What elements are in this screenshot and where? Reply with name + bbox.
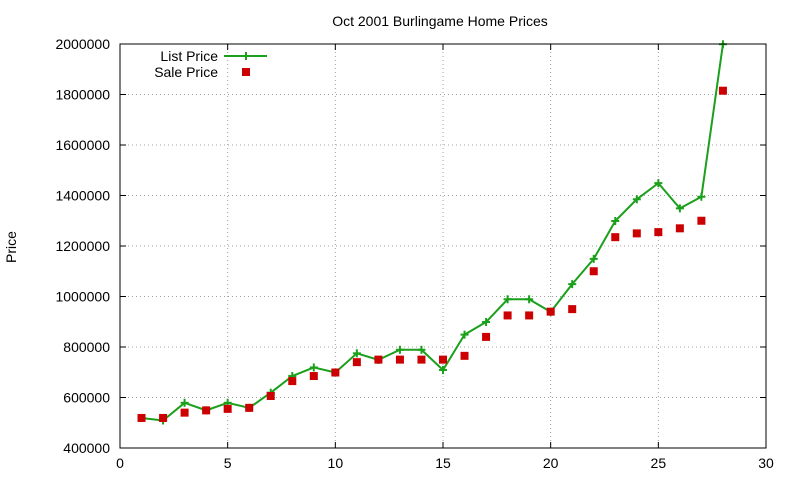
y-tick-label: 1600000 <box>55 137 110 153</box>
sale-price-point <box>568 305 577 314</box>
list-price-point <box>309 363 318 372</box>
y-tick-label: 2000000 <box>55 36 110 52</box>
sale-price-point <box>589 267 598 276</box>
list-price-point <box>460 330 469 339</box>
list-price-point <box>417 345 426 354</box>
sale-price-point <box>632 229 641 238</box>
sale-price-point <box>525 311 534 320</box>
plot-border <box>119 43 767 449</box>
y-tick-label: 1400000 <box>55 188 110 204</box>
sale-price-point <box>654 228 663 237</box>
y-tick-label: 1800000 <box>55 87 110 103</box>
sale-price-point <box>439 355 447 364</box>
x-tick-label: 30 <box>758 455 774 471</box>
legend-label: List Price <box>160 48 218 64</box>
y-tick-labels: 400000 600000 800000 1000000 1200000 1400000 1… <box>55 36 110 456</box>
sale-price-point <box>159 413 168 422</box>
y-tick-label: 800000 <box>63 339 110 355</box>
y-tick-label: 600000 <box>63 390 110 406</box>
list-price-point <box>611 217 620 226</box>
list-price-point <box>503 295 512 304</box>
sale-price-point <box>417 355 426 364</box>
sale-price-point <box>611 233 620 242</box>
sale-price-point <box>223 404 232 413</box>
list-price-point <box>589 254 598 263</box>
list-price-point <box>395 345 404 354</box>
list-price-point <box>525 295 534 304</box>
y-tick-label: 1000000 <box>55 289 110 305</box>
list-price-point <box>482 318 491 327</box>
sale-price-point <box>675 224 684 233</box>
sale-price-point <box>697 216 706 225</box>
sale-price-point <box>718 86 727 95</box>
sale-price-point <box>180 408 189 417</box>
y-tick-label: 400000 <box>63 440 110 456</box>
list-price-point <box>568 280 577 289</box>
sale-price-point <box>331 368 340 377</box>
list-price-point <box>675 204 684 213</box>
sale-price-point <box>266 391 275 400</box>
sale-price-point <box>352 358 361 367</box>
legend-label: Sale Price <box>154 64 218 80</box>
x-tick-label: 25 <box>651 455 667 471</box>
x-tick-label: 0 <box>116 455 124 471</box>
y-axis-label: Price <box>3 231 19 263</box>
grid-lines <box>120 44 766 448</box>
sale-price-point <box>374 355 383 364</box>
chart-title: Oct 2001 Burlingame Home Prices <box>332 13 548 29</box>
x-tick-label: 10 <box>328 455 344 471</box>
list-price-point <box>632 195 641 204</box>
sale-price-point <box>460 351 469 360</box>
list-price-point <box>654 179 663 188</box>
x-tick-label: 5 <box>224 455 232 471</box>
legend-item: Sale Price <box>154 64 250 80</box>
x-tick-label: 15 <box>435 455 451 471</box>
legend-item: List Price <box>160 48 267 64</box>
list-price-point <box>697 192 706 201</box>
list-price-point <box>180 398 189 407</box>
sale-price-point <box>202 406 211 415</box>
sale-price-point <box>395 355 404 364</box>
sale-price-point <box>137 413 146 422</box>
series-layer <box>137 40 727 425</box>
sale-price-point <box>245 403 254 412</box>
x-tick-labels: 0 5 10 15 20 25 30 <box>116 455 774 471</box>
series-sale-price <box>137 86 727 422</box>
sale-price-point <box>546 307 555 316</box>
legend-square-marker <box>242 68 250 76</box>
series-line <box>141 44 724 422</box>
sale-price-point <box>482 332 491 341</box>
list-price-point <box>352 349 361 358</box>
x-tick-label: 20 <box>543 455 559 471</box>
sale-price-point <box>503 311 512 320</box>
sale-price-point <box>309 372 318 381</box>
list-price-point <box>439 365 447 374</box>
sale-price-point <box>288 377 297 386</box>
y-tick-label: 1200000 <box>55 238 110 254</box>
